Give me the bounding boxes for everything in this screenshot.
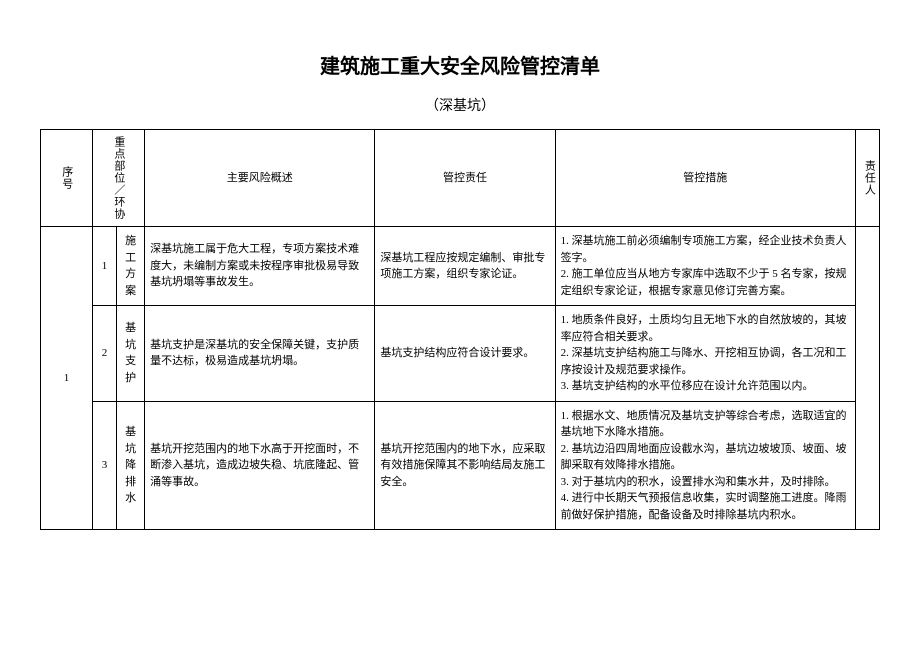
- document-subtitle: （深基坑）: [40, 95, 880, 115]
- group-seq: 1: [41, 227, 93, 530]
- risk-control-table: 序号 重点部位／环协 主要风险概述 管控责任 管控措施 责任人 1 1 施工方案…: [40, 129, 880, 530]
- risk-desc: 基坑支护是深基坑的安全保障关键，支护质量不达标，极易造成基坑坍塌。: [145, 306, 375, 402]
- header-responsibility: 管控责任: [375, 130, 555, 227]
- sub-seq: 3: [93, 401, 117, 530]
- measures-desc: 1. 地质条件良好，土质均匀且无地下水的自然放坡的，其坡率应符合相关要求。2. …: [555, 306, 855, 402]
- header-person: 责任人: [855, 130, 879, 227]
- sub-seq: 1: [93, 227, 117, 306]
- header-measures: 管控措施: [555, 130, 855, 227]
- item-name: 基坑降排水: [117, 401, 145, 530]
- risk-desc: 深基坑施工属于危大工程，专项方案技术难度大，未编制方案或未按程序审批极易导致基坑…: [145, 227, 375, 306]
- header-seq: 序号: [41, 130, 93, 227]
- responsibility-desc: 基坑开挖范围内的地下水，应采取有效措施保障其不影响结局友施工安全。: [375, 401, 555, 530]
- sub-seq: 2: [93, 306, 117, 402]
- header-position: 重点部位／环协: [93, 130, 145, 227]
- table-row: 1 1 施工方案 深基坑施工属于危大工程，专项方案技术难度大，未编制方案或未按程…: [41, 227, 880, 306]
- table-row: 2 基 坑支护 基坑支护是深基坑的安全保障关键，支护质量不达标，极易造成基坑坍塌…: [41, 306, 880, 402]
- table-header-row: 序号 重点部位／环协 主要风险概述 管控责任 管控措施 责任人: [41, 130, 880, 227]
- item-name: 基 坑支护: [117, 306, 145, 402]
- risk-desc: 基坑开挖范围内的地下水高于开挖面时，不断渗入基坑，造成边坡失稳、坑底隆起、管涌等…: [145, 401, 375, 530]
- document-title: 建筑施工重大安全风险管控清单: [40, 50, 880, 79]
- person-cell: [855, 227, 879, 530]
- measures-desc: 1. 根据水文、地质情况及基坑支护等综合考虑，选取适宜的基坑地下水降水措施。2.…: [555, 401, 855, 530]
- header-risk: 主要风险概述: [145, 130, 375, 227]
- item-name: 施工方案: [117, 227, 145, 306]
- responsibility-desc: 深基坑工程应按规定编制、审批专项施工方案，组织专家论证。: [375, 227, 555, 306]
- table-row: 3 基坑降排水 基坑开挖范围内的地下水高于开挖面时，不断渗入基坑，造成边坡失稳、…: [41, 401, 880, 530]
- responsibility-desc: 基坑支护结构应符合设计要求。: [375, 306, 555, 402]
- measures-desc: 1. 深基坑施工前必须编制专项施工方案，经企业技术负责人签字。2. 施工单位应当…: [555, 227, 855, 306]
